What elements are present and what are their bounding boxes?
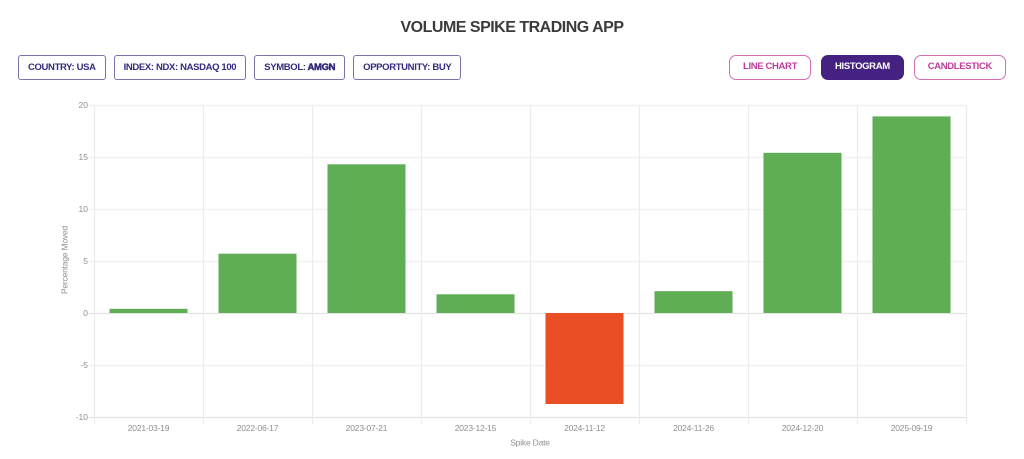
svg-text:2023-12-15: 2023-12-15 [455,423,497,433]
svg-text:10: 10 [79,204,89,214]
svg-text:2023-07-21: 2023-07-21 [346,423,388,433]
svg-text:2024-11-26: 2024-11-26 [673,423,714,433]
svg-text:Percentage Moved: Percentage Moved [59,225,69,294]
svg-text:0: 0 [83,308,88,318]
svg-text:2021-03-19: 2021-03-19 [128,423,170,433]
svg-text:-5: -5 [80,360,88,370]
svg-text:15: 15 [79,152,89,162]
svg-text:2025-09-19: 2025-09-19 [891,423,933,433]
svg-text:5: 5 [83,256,88,266]
svg-text:20: 20 [79,100,89,110]
svg-text:2024-11-12: 2024-11-12 [564,423,605,433]
svg-text:2022-06-17: 2022-06-17 [237,423,279,433]
svg-text:2024-12-20: 2024-12-20 [782,423,824,433]
svg-text:Spike Date: Spike Date [510,437,550,447]
svg-text:-10: -10 [76,412,89,422]
